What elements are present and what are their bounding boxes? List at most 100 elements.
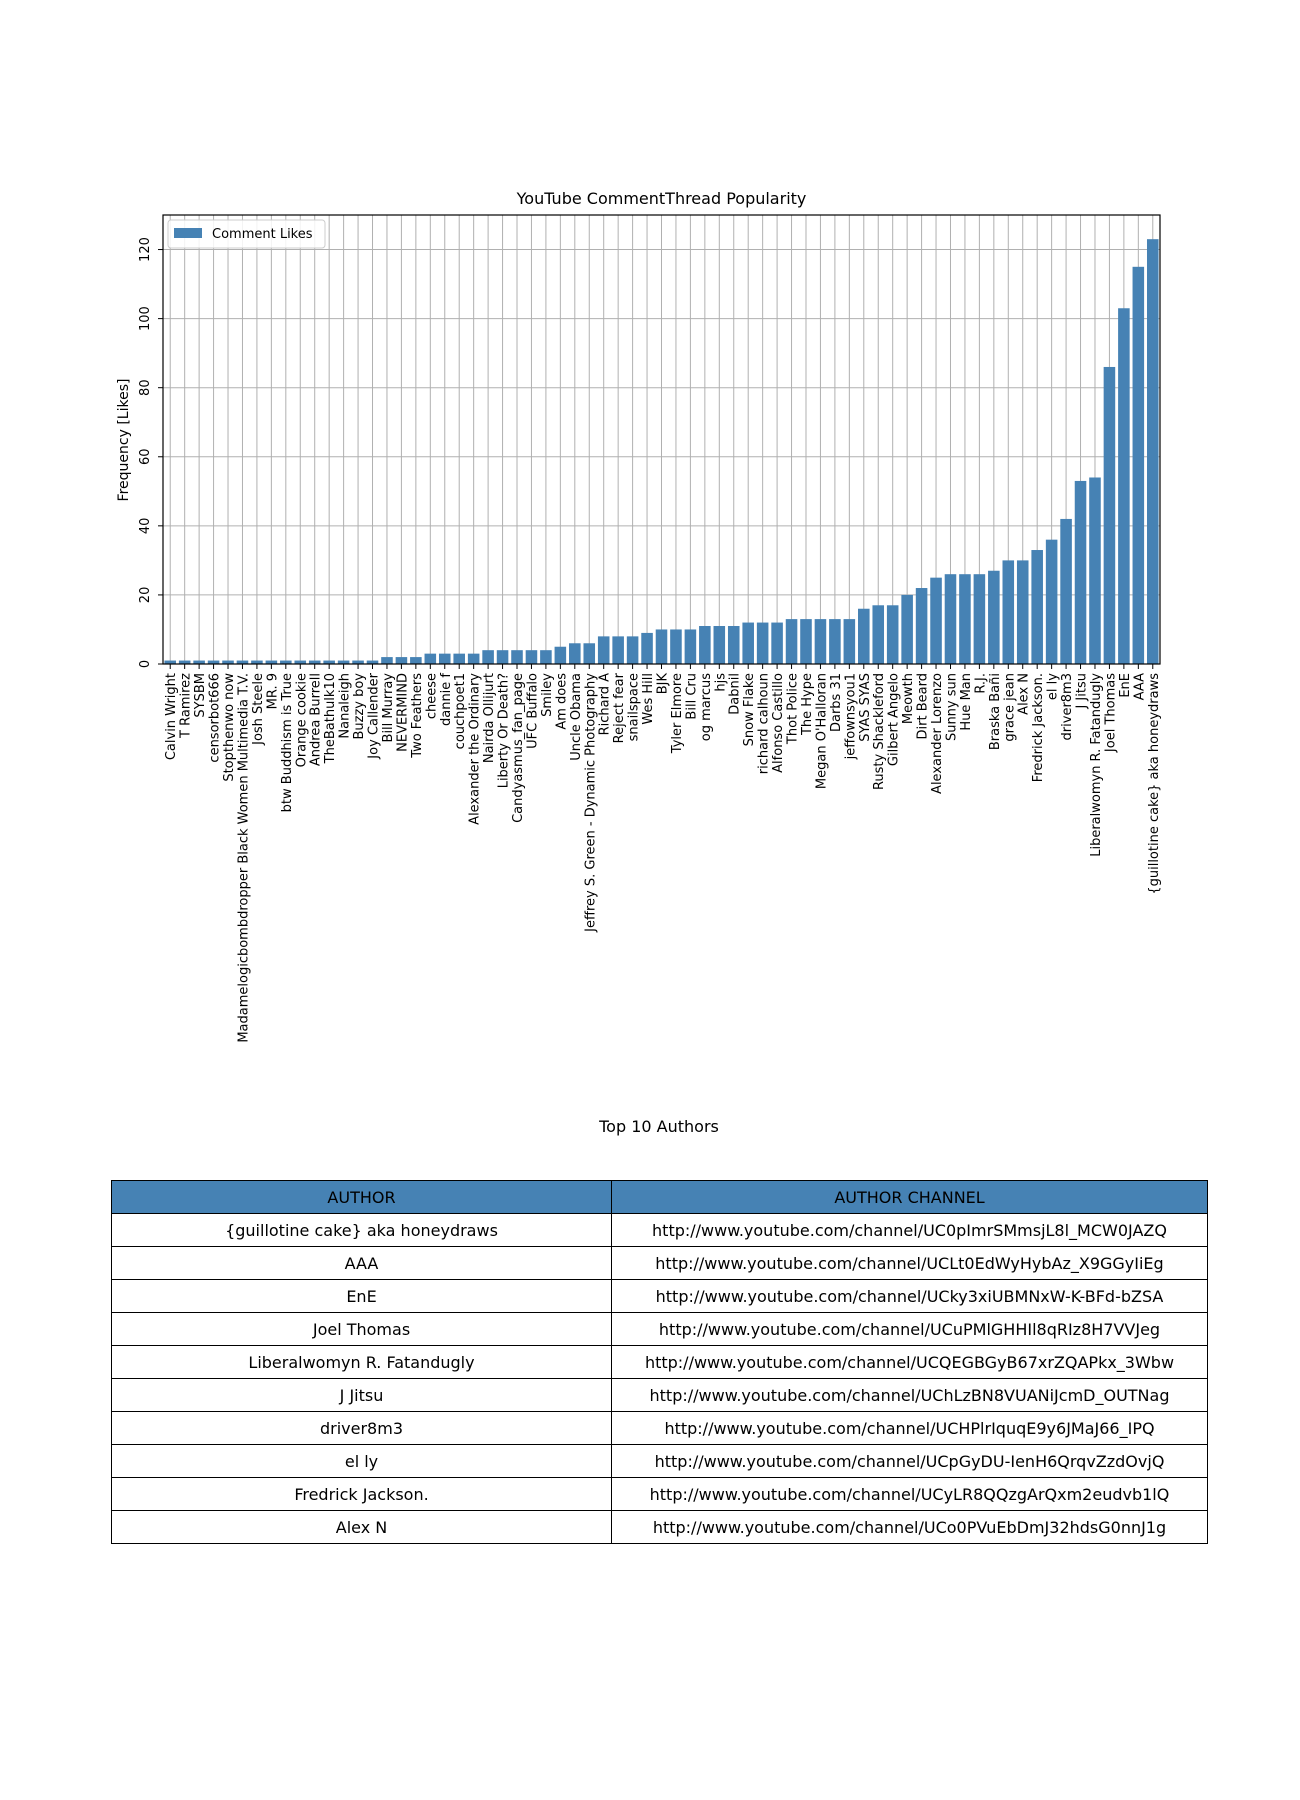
bar: [496, 650, 509, 664]
x-tick-label: AAA: [1132, 673, 1147, 701]
bar: [352, 660, 364, 664]
y-tick-label: 60: [138, 448, 153, 465]
bar: [713, 626, 726, 664]
top-authors-table: AUTHOR AUTHOR CHANNEL {guillotine cake} …: [111, 1180, 1208, 1544]
y-axis-ticks: 0 20 40 60 80 100 120: [138, 237, 163, 668]
bar: [308, 660, 321, 664]
bar: [829, 619, 841, 664]
bar: [742, 622, 754, 664]
table-row: el ly http://www.youtube.com/channel/UCpG…: [111, 1444, 1208, 1478]
bar: [1118, 308, 1130, 664]
bar: [1089, 477, 1101, 664]
bar: [727, 626, 740, 664]
x-tick-label: TheBathulk10: [323, 673, 338, 764]
author-cell: driver8m3: [111, 1411, 612, 1445]
bar: [1103, 366, 1116, 664]
table-row: Liberalwomyn R. Fatandugly http://www.you…: [111, 1345, 1208, 1379]
bar: [193, 660, 205, 664]
bar: [930, 577, 942, 664]
bar: [323, 660, 335, 664]
x-tick-label: The Hype: [800, 673, 815, 736]
bar: [1132, 266, 1145, 664]
x-tick-label: Jeffrey S. Green - Dynamic Photography: [583, 673, 598, 933]
x-tick-label: {guillotine cake} aka honeydraws: [1147, 673, 1162, 895]
bar: [251, 660, 263, 664]
table-header-row: AUTHOR AUTHOR CHANNEL: [111, 1180, 1208, 1214]
x-tick-label: el ly: [1046, 673, 1061, 700]
x-tick-label: Am does: [554, 673, 569, 730]
x-tick-label: Nairda Ollijurt: [482, 673, 497, 763]
x-tick-label: driver8m3: [1060, 673, 1075, 740]
y-tick-label: 40: [138, 518, 153, 535]
x-tick-label: Gilbert Angelo: [887, 673, 902, 766]
author-cell: AAA: [111, 1246, 612, 1280]
bar: [525, 650, 538, 664]
x-tick-label: jeffownsyou1: [843, 673, 858, 760]
x-tick-label: SYAS SYAS: [858, 673, 873, 742]
bar: [207, 660, 220, 664]
x-tick-label: dannie f: [439, 673, 454, 726]
channel-cell: http://www.youtube.com/channel/UCQEGBGyB…: [611, 1345, 1208, 1379]
x-tick-label: Liberty Or Death?: [497, 673, 512, 788]
x-tick-label: Snow Flake: [742, 673, 757, 746]
bar: [554, 646, 567, 664]
bar: [944, 574, 957, 664]
x-tick-label: Andrea Burrell: [309, 673, 324, 766]
x-tick-label: Orange cookie: [294, 673, 309, 767]
table-row: EnE http://www.youtube.com/channel/UCky3x…: [111, 1279, 1208, 1313]
bar: [453, 653, 465, 664]
bar: [1060, 518, 1072, 664]
bar: [265, 660, 278, 664]
bar: [756, 622, 769, 664]
channel-cell: http://www.youtube.com/channel/UCky3xiUB…: [611, 1279, 1208, 1313]
bar: [164, 660, 177, 664]
channel-cell: http://www.youtube.com/channel/UCpGyDU-I…: [611, 1444, 1208, 1478]
bar: [511, 650, 523, 664]
x-tick-label: Meowth: [901, 673, 916, 724]
x-tick-label: couchpoet1: [453, 673, 468, 749]
x-tick-label: Calvin Wright: [164, 673, 179, 760]
x-tick-label: Smiley: [540, 673, 555, 717]
x-tick-label: grace jean: [1002, 673, 1017, 742]
x-tick-label: Alex N: [1017, 673, 1032, 715]
author-cell: Alex N: [111, 1510, 612, 1544]
x-tick-label: Tyler Elmore: [670, 673, 685, 754]
bar: [381, 657, 393, 664]
bar: [540, 650, 552, 664]
x-tick-label: Richard A: [598, 673, 613, 735]
bar: [294, 660, 307, 664]
x-tick-label: BJK: [656, 673, 671, 695]
x-tick-label: hjs: [713, 673, 728, 692]
bar: [915, 588, 928, 664]
column-header-channel: AUTHOR CHANNEL: [611, 1180, 1208, 1214]
x-tick-label: Bill Murray: [381, 673, 396, 743]
bar: [872, 605, 885, 664]
bar: [337, 660, 350, 664]
x-tick-label: Braska Bañi: [988, 673, 1003, 750]
x-tick-label: Alexander Lorenzo: [930, 673, 945, 794]
y-tick-label: 80: [138, 379, 153, 396]
x-tick-label: Candyasmus_fan_page: [511, 673, 526, 823]
bar: [843, 619, 856, 664]
table-title: Top 10 Authors: [599, 1117, 719, 1136]
bar: [1146, 239, 1159, 664]
table-row: Joel Thomas http://www.youtube.com/channe…: [111, 1312, 1208, 1346]
bar: [670, 629, 682, 664]
x-tick-label: Two Feathers: [410, 673, 425, 759]
author-cell: J Jitsu: [111, 1378, 612, 1412]
x-tick-label: Madamelogicbombdropper Black Women Multi…: [236, 673, 251, 1043]
bar: [973, 574, 986, 664]
bar: [366, 660, 379, 664]
table-row: AAA http://www.youtube.com/channel/UCLt0E…: [111, 1246, 1208, 1280]
x-tick-label: richard calhoun: [757, 673, 772, 774]
x-tick-label: Megan O'Halloran: [814, 673, 829, 789]
bar: [178, 660, 191, 664]
bar: [482, 650, 494, 664]
channel-cell: http://www.youtube.com/channel/UCo0PVuEb…: [611, 1510, 1208, 1544]
bar: [583, 643, 596, 664]
bar: [597, 636, 610, 664]
x-tick-label: Joel Thomas: [1103, 673, 1118, 753]
x-tick-label: Sunny sun: [944, 673, 959, 741]
bar: [814, 619, 827, 664]
